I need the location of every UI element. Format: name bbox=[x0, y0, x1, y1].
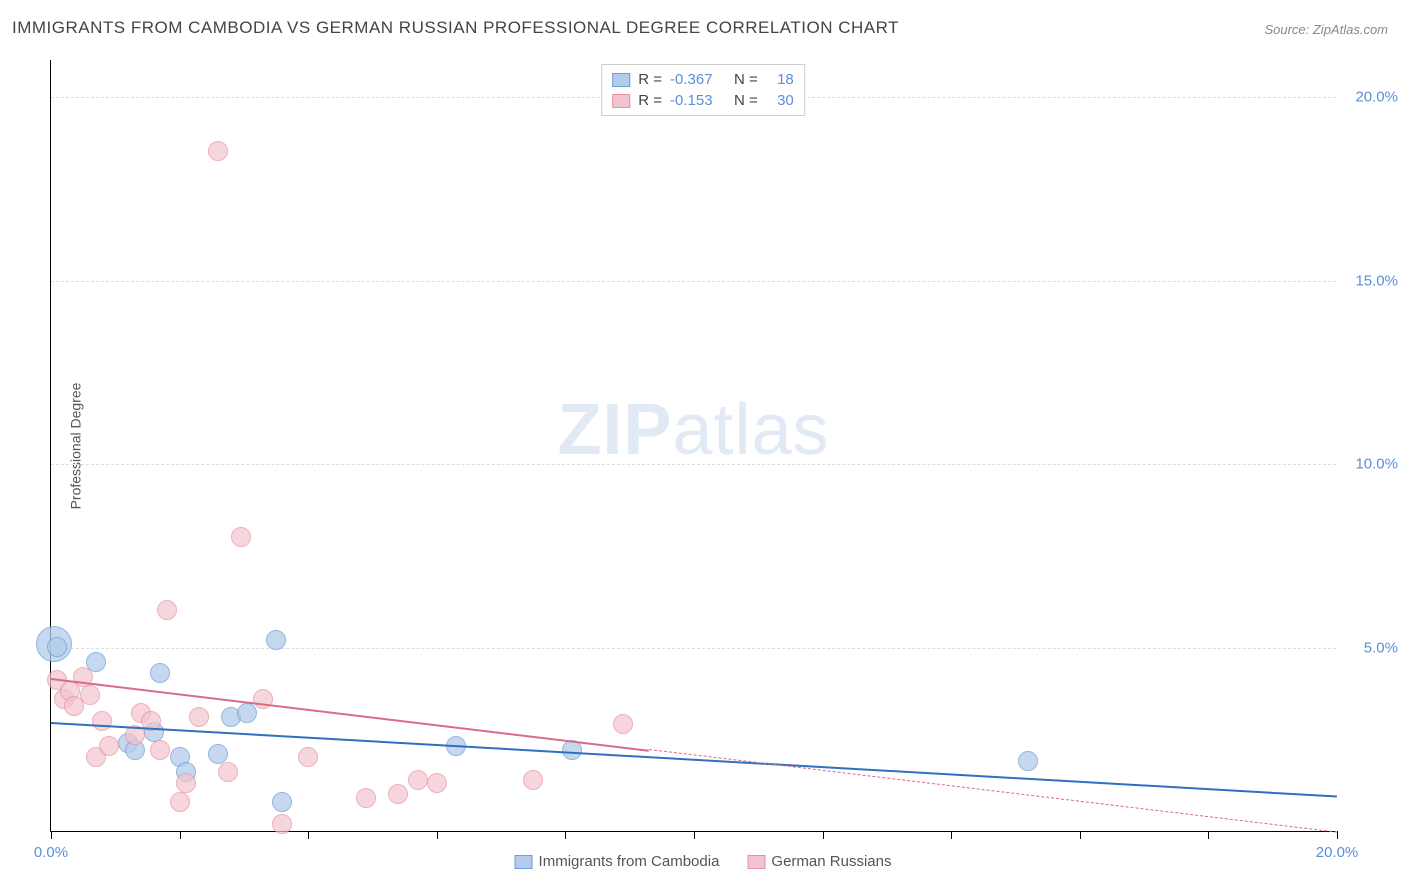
x-tick-label: 0.0% bbox=[34, 844, 68, 861]
data-point bbox=[231, 527, 251, 547]
data-point bbox=[237, 703, 257, 723]
x-tick bbox=[51, 831, 52, 839]
legend-series-item: Immigrants from Cambodia bbox=[515, 853, 720, 870]
data-point bbox=[170, 792, 190, 812]
watermark-rest: atlas bbox=[672, 390, 829, 470]
data-point bbox=[208, 141, 228, 161]
legend-n-value: 18 bbox=[766, 71, 794, 88]
x-tick bbox=[1208, 831, 1209, 839]
legend-swatch bbox=[612, 73, 630, 87]
x-tick bbox=[823, 831, 824, 839]
legend-n-label: N = bbox=[734, 92, 758, 109]
x-tick bbox=[565, 831, 566, 839]
data-point bbox=[613, 714, 633, 734]
data-point bbox=[176, 773, 196, 793]
legend-series-name: German Russians bbox=[771, 853, 891, 870]
source-label: Source: ZipAtlas.com bbox=[1264, 22, 1388, 37]
data-point bbox=[189, 707, 209, 727]
x-tick bbox=[308, 831, 309, 839]
data-point bbox=[266, 630, 286, 650]
legend-correlation: R = -0.367 N = 18 R = -0.153 N = 30 bbox=[601, 64, 805, 116]
data-point bbox=[427, 773, 447, 793]
legend-n-value: 30 bbox=[766, 92, 794, 109]
legend-r-label: R = bbox=[638, 92, 662, 109]
data-point bbox=[272, 792, 292, 812]
legend-row: R = -0.153 N = 30 bbox=[612, 90, 794, 111]
data-point bbox=[208, 744, 228, 764]
data-point bbox=[80, 685, 100, 705]
data-point bbox=[272, 814, 292, 834]
legend-swatch bbox=[612, 94, 630, 108]
data-point bbox=[1018, 751, 1038, 771]
x-tick-label: 20.0% bbox=[1316, 844, 1359, 861]
x-tick bbox=[694, 831, 695, 839]
x-tick bbox=[1080, 831, 1081, 839]
x-tick bbox=[437, 831, 438, 839]
y-tick-label: 15.0% bbox=[1355, 272, 1398, 289]
y-tick-label: 5.0% bbox=[1364, 640, 1398, 657]
data-point bbox=[218, 762, 238, 782]
data-point bbox=[150, 740, 170, 760]
x-tick bbox=[180, 831, 181, 839]
chart-title: IMMIGRANTS FROM CAMBODIA VS GERMAN RUSSI… bbox=[12, 18, 899, 38]
data-point bbox=[47, 637, 67, 657]
legend-swatch bbox=[747, 855, 765, 869]
legend-r-value: -0.153 bbox=[670, 92, 726, 109]
data-point bbox=[157, 600, 177, 620]
x-tick bbox=[1337, 831, 1338, 839]
watermark: ZIPatlas bbox=[557, 389, 829, 471]
y-tick-label: 20.0% bbox=[1355, 88, 1398, 105]
data-point bbox=[408, 770, 428, 790]
data-point bbox=[523, 770, 543, 790]
gridline-h bbox=[51, 281, 1336, 282]
legend-n-label: N = bbox=[734, 71, 758, 88]
legend-r-value: -0.367 bbox=[670, 71, 726, 88]
gridline-h bbox=[51, 464, 1336, 465]
data-point bbox=[356, 788, 376, 808]
gridline-h bbox=[51, 648, 1336, 649]
data-point bbox=[298, 747, 318, 767]
chart-container: IMMIGRANTS FROM CAMBODIA VS GERMAN RUSSI… bbox=[0, 0, 1406, 892]
legend-row: R = -0.367 N = 18 bbox=[612, 69, 794, 90]
watermark-bold: ZIP bbox=[557, 390, 672, 470]
legend-series: Immigrants from Cambodia German Russians bbox=[515, 853, 892, 870]
x-tick bbox=[951, 831, 952, 839]
legend-series-name: Immigrants from Cambodia bbox=[539, 853, 720, 870]
data-point bbox=[99, 736, 119, 756]
legend-swatch bbox=[515, 855, 533, 869]
data-point bbox=[388, 784, 408, 804]
data-point bbox=[150, 663, 170, 683]
data-point bbox=[92, 711, 112, 731]
y-tick-label: 10.0% bbox=[1355, 456, 1398, 473]
legend-series-item: German Russians bbox=[747, 853, 891, 870]
trend-line bbox=[51, 722, 1337, 798]
plot-area: ZIPatlas 5.0%10.0%15.0%20.0%0.0%20.0% bbox=[50, 60, 1336, 832]
legend-r-label: R = bbox=[638, 71, 662, 88]
